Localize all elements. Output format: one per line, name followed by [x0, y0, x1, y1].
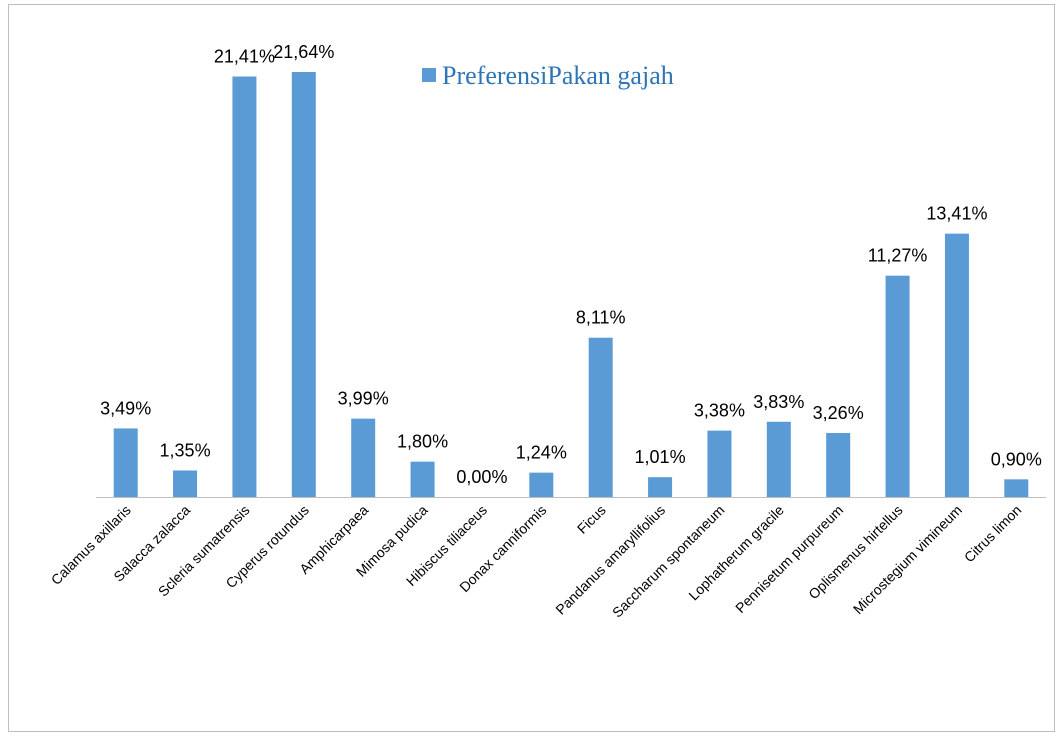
bar: [113, 428, 138, 497]
value-label: 0,00%: [456, 467, 507, 487]
value-label: 0,90%: [991, 449, 1042, 469]
value-label: 1,80%: [397, 432, 448, 452]
bar: [707, 430, 732, 497]
bar: [826, 432, 851, 497]
value-label: 13,41%: [926, 204, 987, 224]
value-label: 8,11%: [576, 308, 626, 328]
value-label: 1,35%: [160, 440, 211, 460]
legend-swatch: [422, 68, 436, 82]
value-label: 1,24%: [516, 443, 567, 463]
value-label: 3,99%: [338, 389, 389, 409]
bar: [291, 72, 316, 497]
value-label: 3,26%: [813, 403, 864, 423]
legend-label: PreferensiPakan gajah: [442, 61, 674, 90]
chart-border: [8, 4, 1055, 732]
bar: [410, 461, 435, 497]
bar: [173, 470, 198, 497]
bar: [1004, 479, 1029, 497]
value-label: 11,27%: [868, 246, 928, 266]
bar: [588, 337, 613, 497]
bar: [885, 275, 910, 497]
bar: [351, 418, 376, 497]
bar: [529, 472, 554, 497]
value-label: 3,38%: [694, 401, 745, 421]
bar: [944, 233, 969, 497]
value-label: 21,41%: [214, 47, 275, 67]
value-label: 1,01%: [635, 447, 686, 467]
bar: [232, 76, 257, 498]
value-label: 3,83%: [753, 392, 804, 412]
bar: [766, 421, 791, 497]
bar: [648, 477, 673, 497]
value-label: 3,49%: [100, 398, 151, 418]
value-label: 21,64%: [273, 42, 334, 62]
